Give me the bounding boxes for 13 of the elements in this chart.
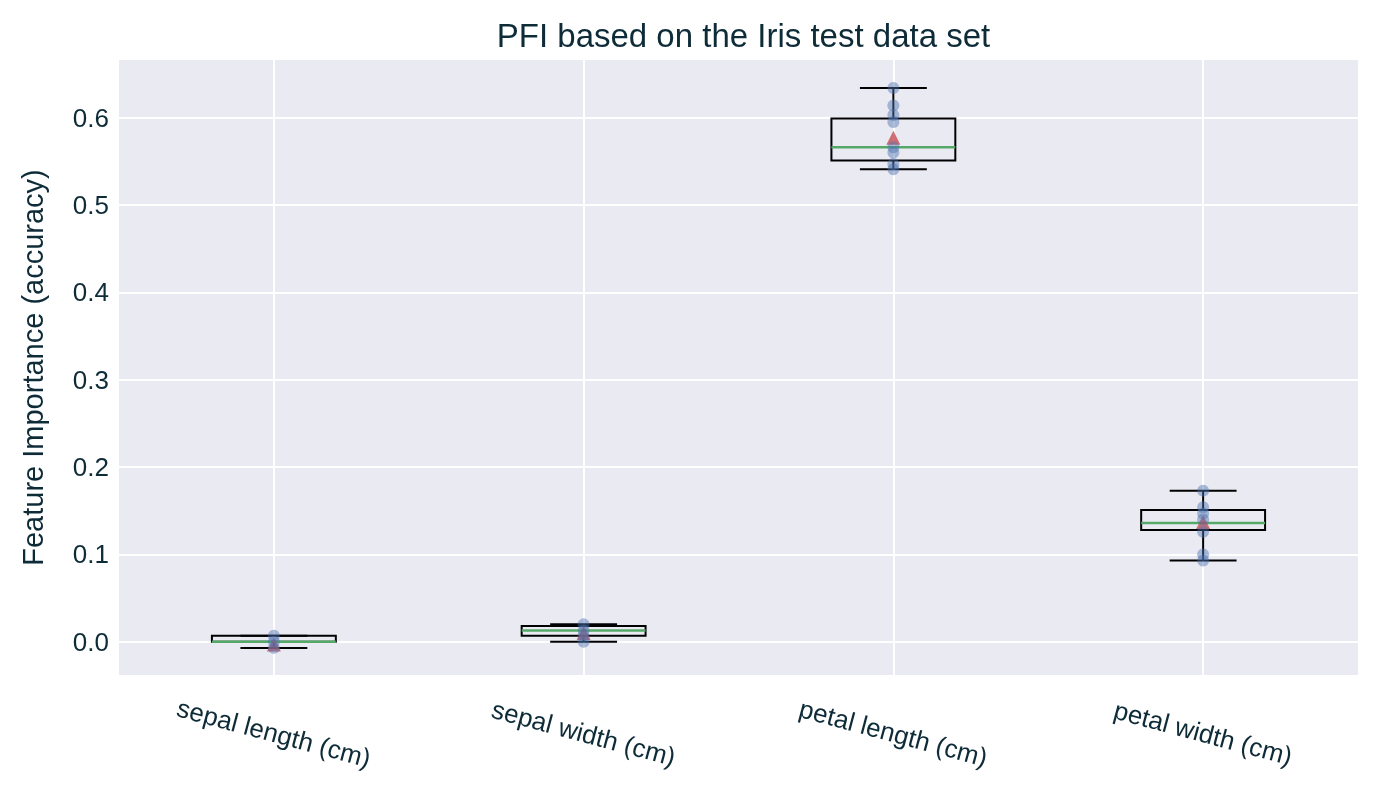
- y-tick-label: 0.3: [72, 364, 109, 395]
- chart-title: PFI based on the Iris test data set: [496, 17, 991, 54]
- y-axis-title: Feature Importance (accuracy): [16, 169, 49, 566]
- x-tick-label: sepal width (cm): [488, 694, 679, 772]
- y-tick-label: 0.0: [72, 626, 109, 657]
- x-tick-label: sepal length (cm): [173, 692, 375, 774]
- x-tick-label: petal length (cm): [795, 693, 991, 773]
- y-tick-label: 0.6: [72, 102, 109, 133]
- y-tick-label: 0.4: [72, 277, 109, 308]
- y-tick-label: 0.5: [72, 190, 109, 221]
- x-tick-label: petal width (cm): [1110, 694, 1296, 772]
- y-tick-label: 0.2: [72, 452, 109, 483]
- y-tick-label: 0.1: [72, 539, 109, 570]
